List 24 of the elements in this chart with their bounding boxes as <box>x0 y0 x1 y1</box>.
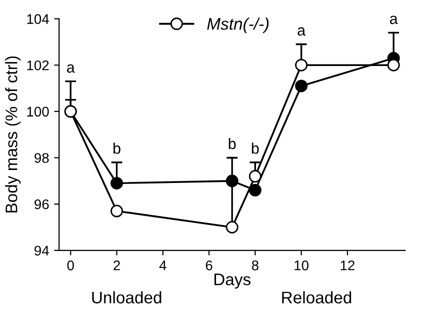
x-tick-label: 8 <box>252 260 258 270</box>
annotation: a <box>390 16 398 24</box>
annotation: a <box>298 27 306 36</box>
annotation: b <box>252 142 259 154</box>
text: Reloaded <box>282 291 352 304</box>
x-tick-label: 2 <box>114 260 120 270</box>
y-tick-label: 104 <box>27 14 49 24</box>
y-tick-label: 102 <box>27 60 49 70</box>
text: Unloaded <box>92 291 162 304</box>
annotation: b <box>113 142 120 154</box>
x-tick-label: 4 <box>159 260 166 270</box>
legend-label: Mstn(-/-) <box>207 18 269 34</box>
y-tick-label: 98 <box>34 153 49 163</box>
x-tick-label: 0 <box>67 260 74 270</box>
annotation: a <box>67 64 75 73</box>
y-tick-label: 100 <box>27 106 49 117</box>
y-tick-label: 96 <box>34 199 49 210</box>
y-tick-label: 94 <box>34 246 49 256</box>
x-tick-label: 10 <box>294 260 308 270</box>
annotation: b <box>228 138 236 150</box>
x-tick-label: 12 <box>340 260 354 270</box>
x-tick-label: 6 <box>206 260 212 270</box>
x-axis-title: Days <box>214 274 250 289</box>
y-axis-title: Body mass (% of ctrl) <box>5 56 21 212</box>
